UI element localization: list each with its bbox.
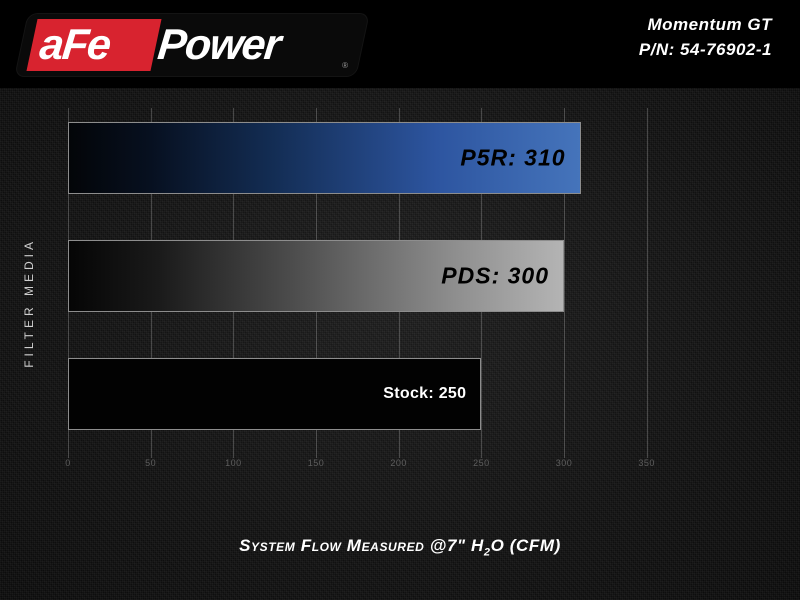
chart-canvas: FILTER MEDIA P5R: 310 PDS: 300 Stock: 250 … [0,88,800,600]
bar-stock: Stock: 250 [68,358,482,430]
logo-brand-afe: aFe [37,21,113,69]
product-line-title: Momentum GT [647,15,772,34]
y-axis-title: FILTER MEDIA [22,238,36,368]
header-bar: aFe Power ® Momentum GT P/N: 54-76902-1 [0,0,800,88]
x-axis-caption: System Flow Measured @7" H2O (CFM) [239,536,561,559]
x-tick-label: 0 [65,458,71,468]
x-tick-label: 100 [225,458,242,468]
x-axis-ticks: 0 50 100 150 200 250 300 350 [0,458,800,482]
x-tick-label: 150 [307,458,325,468]
registered-trademark-icon: ® [342,61,348,70]
x-tick-label: 250 [473,458,490,468]
gridline-300 [564,108,565,458]
x-tick-label: 300 [555,458,573,468]
bar-value-label-p5r: P5R: 310 [460,144,566,171]
afe-power-logo: aFe Power ® [15,14,369,76]
plot-area: P5R: 310 PDS: 300 Stock: 250 [68,108,688,458]
gridline-350 [646,108,648,458]
x-tick-label: 50 [145,458,157,468]
part-number-text: P/N: 54-76902-1 [638,40,772,59]
bar-value-label-stock: Stock: 250 [383,385,467,402]
x-tick-label: 200 [390,458,407,468]
product-info-block: Momentum GT P/N: 54-76902-1 [639,12,772,62]
bar-value-label-pds: PDS: 300 [441,262,549,289]
logo-brand-power: Power [155,21,283,69]
bar-pds: PDS: 300 [68,240,564,312]
x-tick-label: 350 [638,458,655,468]
bar-p5r: P5R: 310 [68,122,581,194]
